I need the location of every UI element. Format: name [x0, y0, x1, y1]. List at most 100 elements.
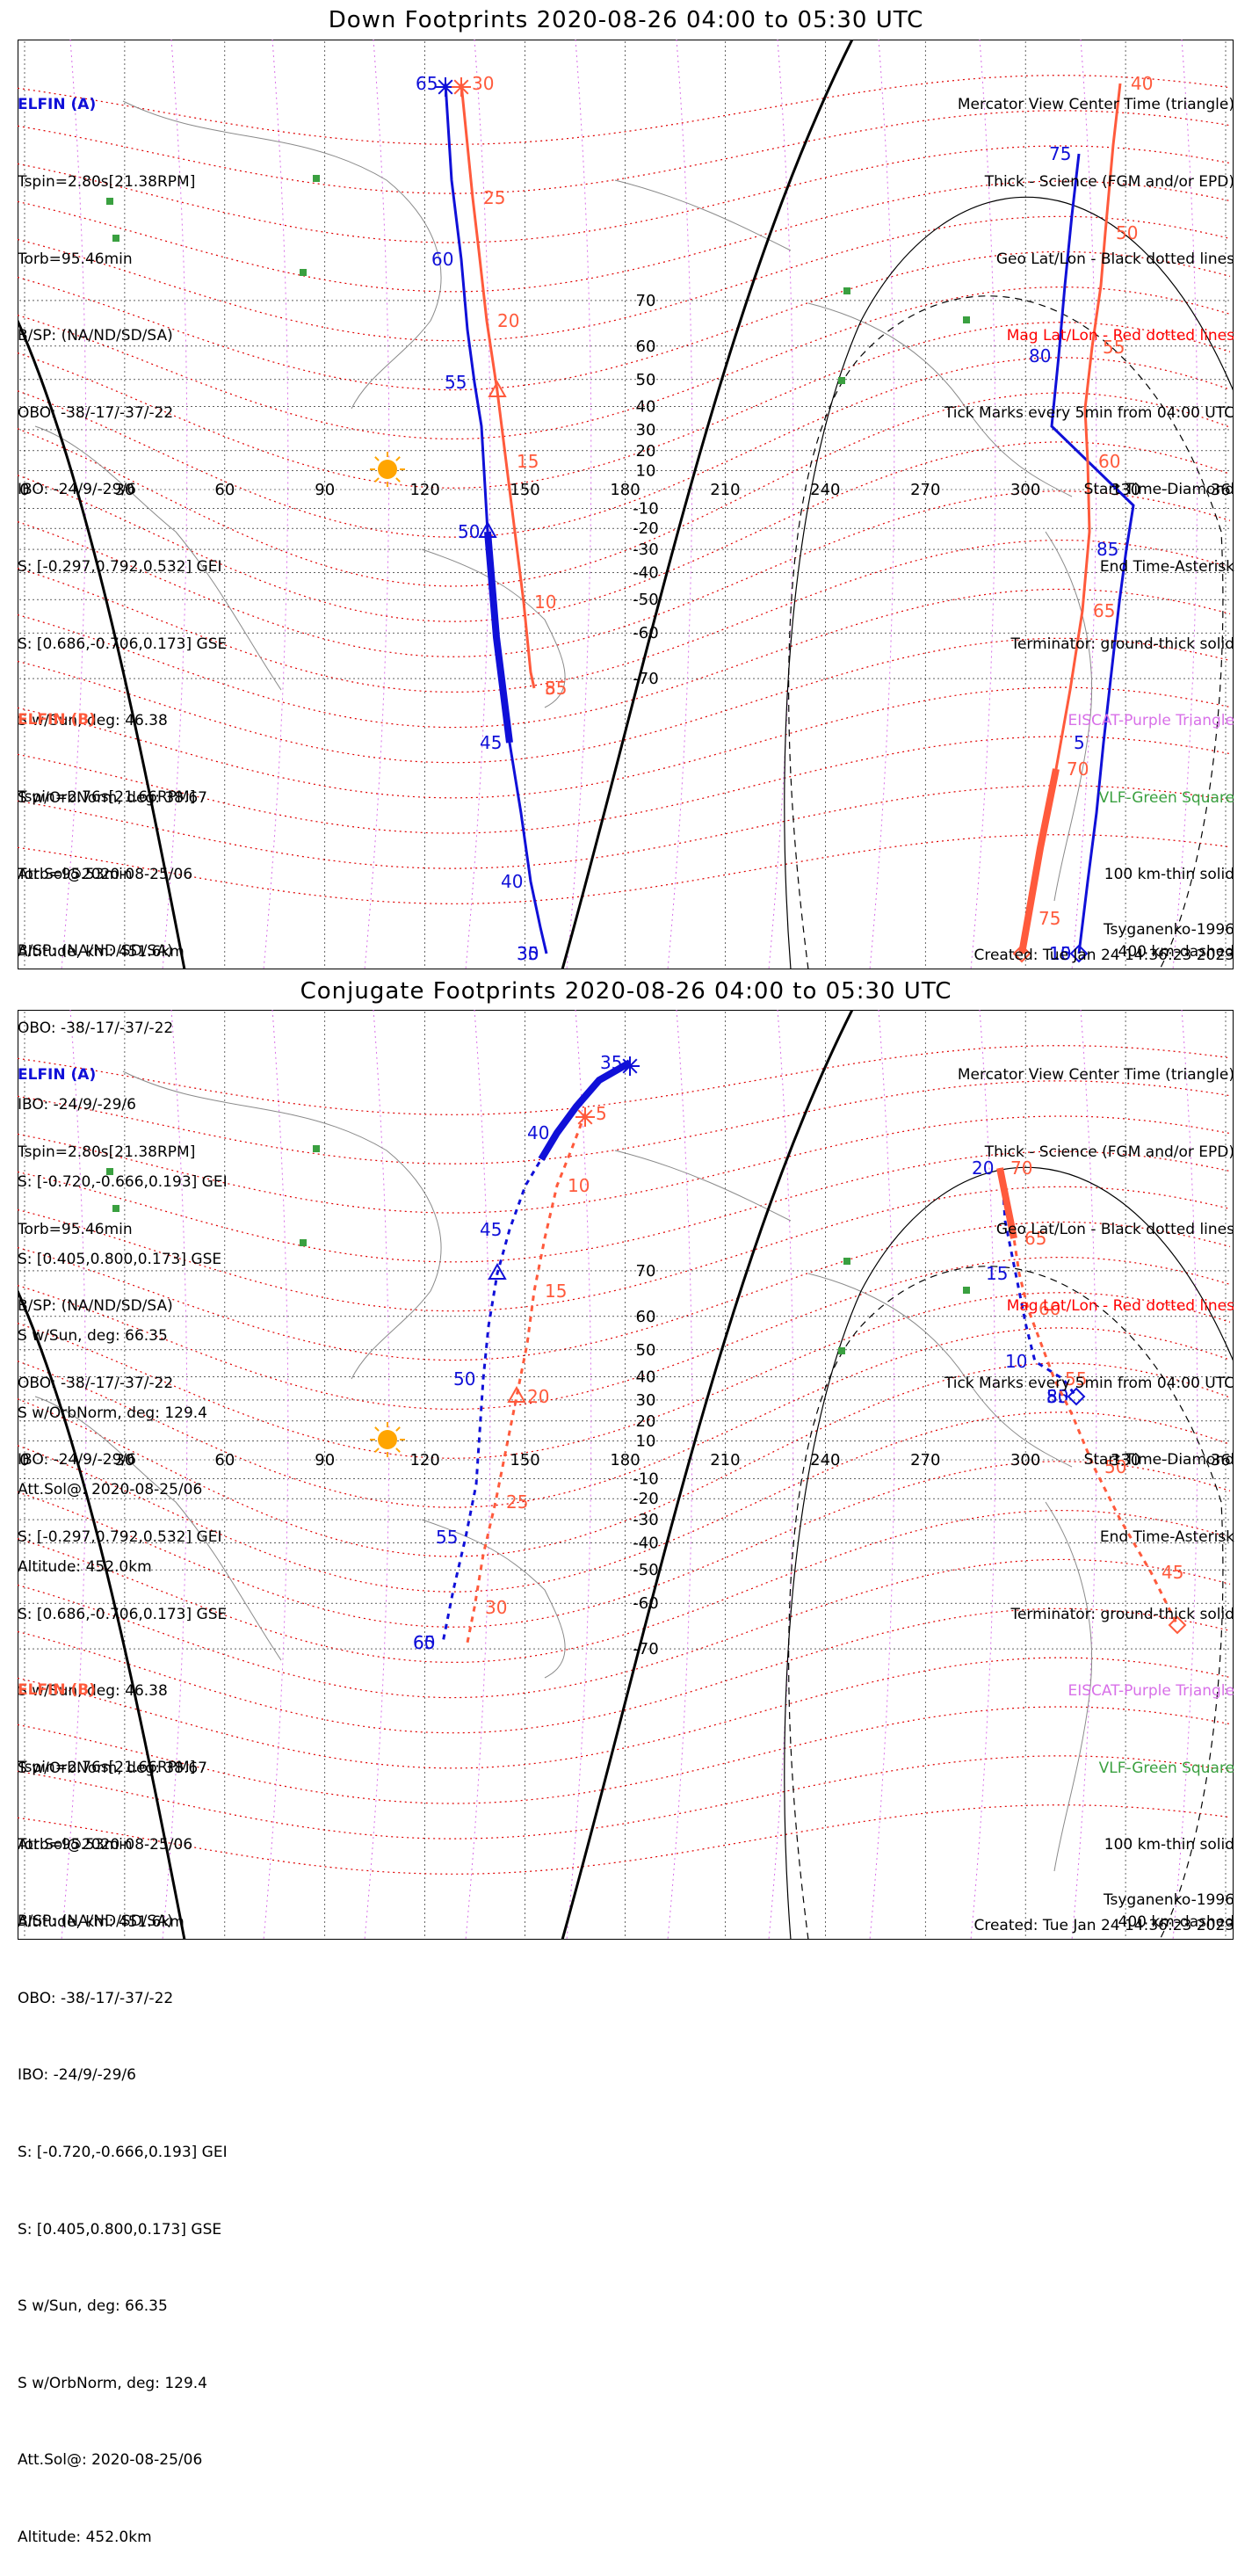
- track-time-label: 80: [1029, 345, 1051, 366]
- vlf-station-square: [112, 235, 119, 242]
- track-time-label: 70: [1067, 758, 1089, 780]
- track-time-label: 60: [1098, 451, 1120, 472]
- lat-tick-label: 70: [636, 1262, 656, 1281]
- track-time-label: 25: [483, 187, 505, 208]
- legend-line: Terminator: ground-thick solid: [1010, 1605, 1234, 1623]
- track-time-label: 30: [517, 943, 539, 964]
- legend-line: Start Time-Diamond: [1083, 481, 1234, 499]
- track-time-label: 10: [1005, 1351, 1027, 1372]
- elfin-a-science-segment: [484, 531, 513, 744]
- mag-latitude-line: [18, 1256, 1231, 1410]
- vlf-station-square: [112, 1205, 119, 1212]
- track-time-label: 85: [1096, 539, 1118, 560]
- elfin-b-name: ELFIN (B): [18, 1681, 97, 1700]
- lon-tick-label: 60: [214, 1451, 235, 1469]
- vlf-station-square: [963, 1287, 970, 1294]
- legend-line: EISCAT-Purple Triangle: [1067, 712, 1234, 730]
- info-line: Torb=95.46min: [18, 250, 133, 268]
- info-line: Torb=95.46min: [18, 1220, 133, 1238]
- mag-meridian-line: [263, 40, 289, 969]
- track-time-label: 85: [1046, 1386, 1068, 1407]
- mag-latitude-line: [18, 322, 1231, 489]
- mag-latitude-line: [18, 637, 1231, 764]
- lat-tick-label: 20: [636, 1412, 656, 1431]
- mag-latitude-line: [18, 1150, 1231, 1263]
- legend-line: Tick Marks every 5min from 04:00 UTC: [944, 403, 1234, 422]
- vlf-station-square: [313, 1145, 320, 1152]
- coastline-path: [807, 302, 1073, 497]
- lon-tick-label: 120: [409, 481, 439, 499]
- start-diamond-icon: [1168, 1615, 1187, 1635]
- legend-line: Thick - Science (FGM and/or EPD): [984, 173, 1234, 191]
- lon-tick-label: 360: [1211, 1451, 1234, 1469]
- view-center-triangle-icon: [507, 1385, 526, 1403]
- legend-line: Start Time-Diamond: [1083, 1451, 1234, 1469]
- terminator-100km-line: [784, 1166, 1234, 1940]
- lon-tick-label: 300: [1010, 481, 1040, 499]
- track-time-label: 60: [1039, 1298, 1060, 1319]
- lon-tick-label: 90: [315, 481, 335, 499]
- legend-line: EISCAT-Purple Triangle: [1067, 1682, 1234, 1701]
- legend-line: VLF-Green Square: [1098, 1759, 1234, 1777]
- info-line: Tspin=2.80s[21.38RPM]: [18, 1143, 196, 1161]
- map-down: 0 30 60 90 120 150 180 210 240 270 300 330 360 70 60 50…: [18, 40, 1234, 969]
- track-time-label: 50: [1104, 1456, 1126, 1477]
- lat-tick-label: -20: [633, 1490, 658, 1508]
- info-line: Tspin=2.76s[21.66RPM]: [18, 788, 196, 806]
- terminator-ground-line: [561, 40, 854, 969]
- lon-tick-label: 210: [710, 481, 740, 499]
- lon-tick-label: 210: [710, 1451, 740, 1469]
- lat-tick-label: -60: [633, 624, 658, 642]
- info-line: S w/Sun, deg: 46.38: [18, 712, 168, 730]
- mag-latitude-line: [18, 686, 1231, 799]
- sun-icon: [378, 460, 397, 479]
- track-time-label: 15: [545, 1281, 567, 1302]
- vlf-station-square: [843, 287, 850, 294]
- mag-meridian-line: [465, 40, 491, 969]
- info-line: S: [-0.297,0.792,0.532] GEI: [18, 1527, 222, 1546]
- grid-layer: [18, 1010, 1234, 1940]
- track-time-label: 40: [527, 1122, 549, 1143]
- vlf-station-square: [300, 269, 307, 276]
- coastline-path: [614, 1150, 792, 1222]
- elfin-a-info-conjugate: ELFIN (A) Tspin=2.80s[21.38RPM] Torb=95.…: [18, 1012, 227, 1961]
- sun-ray: [374, 1426, 380, 1432]
- info-line: S w/OrbNorm, deg: 38.67: [18, 1759, 208, 1777]
- track-time-label: 20: [527, 1386, 549, 1407]
- sun-ray: [374, 456, 380, 461]
- info-line: IBO: -24/9/-29/6: [18, 1096, 136, 1114]
- mag-latitude-line: [18, 1292, 1231, 1459]
- mag-latitude-line: [18, 1509, 1231, 1663]
- axis-labels: 0 30 60 90 120 150 180 210 240 270 300 330 360 70 60 50…: [19, 1262, 1234, 1658]
- mag-latitude-line: [18, 110, 1231, 194]
- mag-meridian-line: [162, 1010, 188, 1940]
- legend-line: 400 km-dashed: [1118, 1912, 1234, 1931]
- asterisk-stroke: [577, 1109, 593, 1125]
- mag-latitude-line: [18, 1080, 1231, 1165]
- legend-line: Geo Lat/Lon - Black dotted lines: [995, 1220, 1234, 1238]
- info-line: Altitude, km: 451.6km: [18, 1912, 185, 1931]
- elfin-a-name: ELFIN (A): [18, 96, 97, 114]
- info-line: IBO: -24/9/-29/6: [18, 481, 136, 499]
- legend-line: Geo Lat/Lon - Black dotted lines: [995, 250, 1234, 268]
- mag-latitude-line: [18, 1755, 1231, 1839]
- track-time-label: 50: [1116, 222, 1138, 243]
- coastline-path: [34, 1396, 282, 1661]
- legend-line: 400 km-dashed: [1118, 942, 1234, 961]
- lon-tick-label: 300: [1010, 1451, 1040, 1469]
- track-time-label: 45: [1162, 1562, 1183, 1583]
- legend-line: 100 km-thin solid: [1104, 866, 1234, 884]
- mag-latitude-line: [18, 539, 1231, 693]
- coastline-path: [34, 425, 282, 691]
- lat-tick-label: -40: [633, 1535, 658, 1553]
- info-line: OBO: -38/-17/-37/-22: [18, 1374, 174, 1392]
- info-line: IBO: -24/9/-29/6: [18, 2066, 136, 2085]
- mag-meridian-line: [1071, 40, 1097, 969]
- lat-tick-label: -20: [633, 519, 658, 538]
- lat-tick-label: 60: [636, 1308, 656, 1326]
- sun-ray: [395, 456, 401, 461]
- map-frame: [18, 1010, 1234, 1940]
- track-time-label: 50: [458, 521, 480, 542]
- lon-tick-label: 180: [610, 481, 640, 499]
- legend-line: End Time-Asterisk: [1099, 557, 1234, 576]
